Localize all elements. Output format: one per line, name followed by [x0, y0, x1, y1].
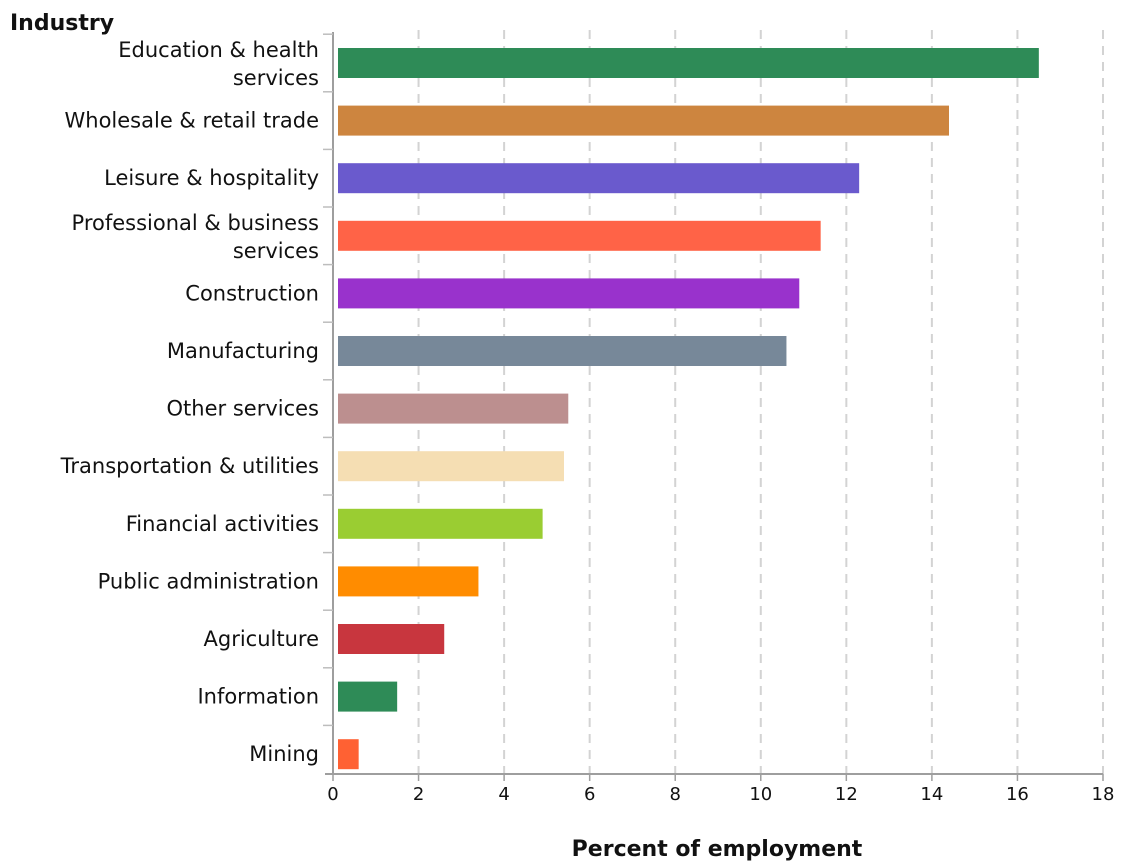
- y-axis-title: Industry: [10, 11, 114, 36]
- category-labels: Education & health services Wholesale & re…: [60, 38, 319, 766]
- x-tick-label: 2: [413, 784, 424, 805]
- bar: [338, 163, 860, 194]
- category-label: Leisure & hospitality: [104, 166, 319, 190]
- x-tick-label: 4: [498, 784, 509, 805]
- category-label: Information: [197, 685, 319, 709]
- x-tick-label: 0: [327, 784, 338, 805]
- category-label: Financial activities: [126, 512, 319, 536]
- category-label: Wholesale & retail trade: [65, 109, 320, 133]
- bar: [338, 393, 569, 424]
- axes: [323, 32, 1104, 781]
- category-label: Other services: [167, 397, 319, 421]
- bar: [338, 739, 359, 770]
- x-tick-label: 14: [920, 784, 943, 805]
- bar: [338, 681, 398, 712]
- x-tick-label: 6: [584, 784, 595, 805]
- x-tick-label: 12: [835, 784, 858, 805]
- bar: [338, 105, 949, 136]
- category-label: Professional & business services: [72, 211, 319, 263]
- category-label: Public administration: [98, 569, 319, 593]
- category-label: Transportation & utilities: [60, 454, 319, 478]
- bar: [338, 624, 445, 654]
- category-label: Education & health services: [118, 38, 319, 90]
- x-tick-label: 16: [1006, 784, 1029, 805]
- x-axis-title: Percent of employment: [572, 837, 863, 862]
- bar: [338, 48, 1039, 78]
- category-label: Construction: [185, 281, 319, 305]
- bar: [338, 220, 821, 251]
- category-label: Manufacturing: [167, 339, 319, 363]
- bar: [338, 336, 787, 366]
- x-tick-label: 10: [749, 784, 772, 805]
- bar: [338, 278, 800, 309]
- tick-labels: 0 2 4 6 8 10 12 14 16 18: [327, 784, 1114, 805]
- category-label: Mining: [249, 742, 319, 766]
- bars: [338, 48, 1039, 770]
- x-tick-label: 8: [669, 784, 680, 805]
- bar: [338, 508, 543, 539]
- bar: [338, 451, 564, 482]
- bar: [338, 566, 479, 597]
- x-tick-label: 18: [1092, 784, 1115, 805]
- category-label: Agriculture: [204, 627, 320, 651]
